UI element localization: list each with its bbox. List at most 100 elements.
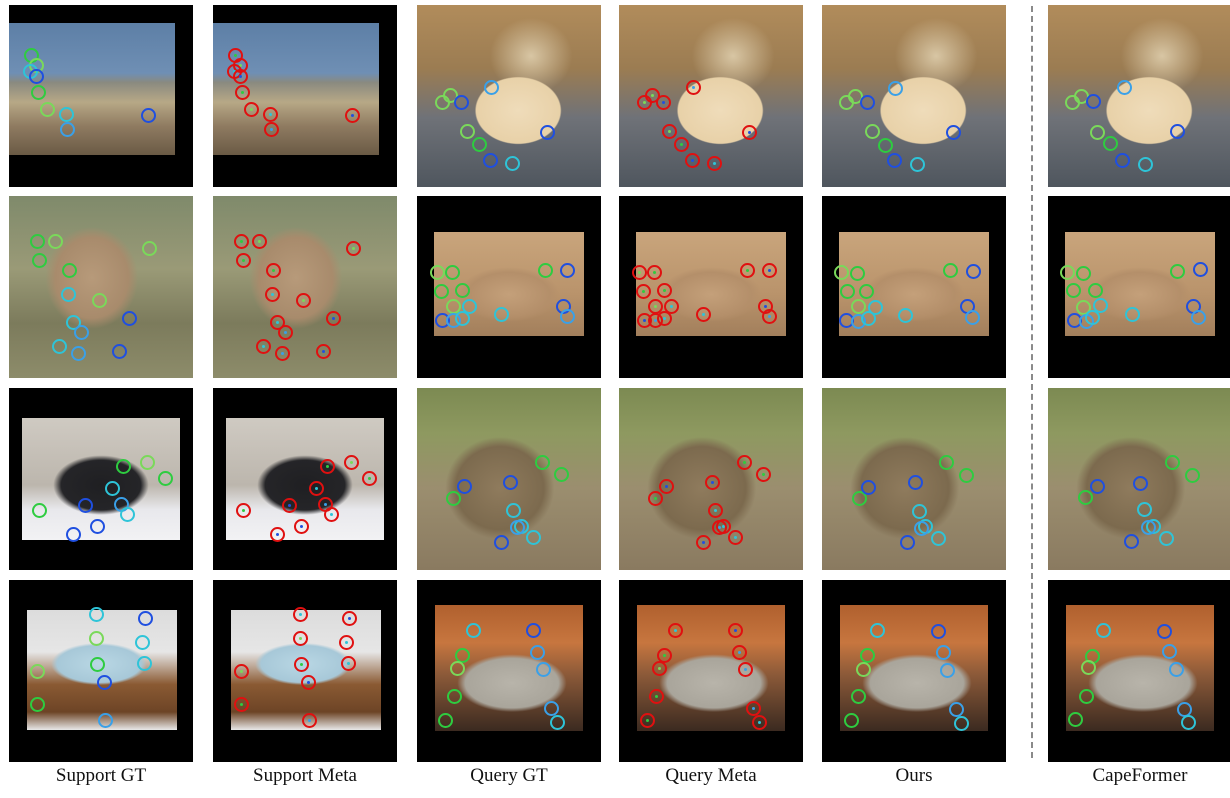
keypoint-center-dot xyxy=(326,465,329,468)
keypoint-center-dot xyxy=(352,247,355,250)
keypoint-marker xyxy=(738,662,753,677)
keypoint-marker xyxy=(62,263,77,278)
keypoint-marker xyxy=(316,344,331,359)
keypoint-marker xyxy=(1170,264,1185,279)
panel-query-meta-row-1 xyxy=(619,5,803,187)
keypoint-marker xyxy=(294,519,309,534)
caption-query-gt: Query GT xyxy=(470,765,548,786)
keypoint-marker xyxy=(1141,520,1156,535)
keypoint-marker xyxy=(632,265,647,280)
keypoint-center-dot xyxy=(680,143,683,146)
keypoint-center-dot xyxy=(368,477,371,480)
keypoint-center-dot xyxy=(348,617,351,620)
keypoint-center-dot xyxy=(643,101,646,104)
keypoint-marker xyxy=(659,479,674,494)
keypoint-center-dot xyxy=(744,668,747,671)
keypoint-marker xyxy=(264,122,279,137)
keypoint-marker xyxy=(540,125,555,140)
keypoint-marker xyxy=(560,263,575,278)
panel-query-meta-row-4 xyxy=(619,580,803,762)
keypoint-marker xyxy=(850,266,865,281)
keypoint-marker xyxy=(344,455,359,470)
panel-support-meta-row-1 xyxy=(213,5,397,187)
keypoint-marker xyxy=(860,95,875,110)
keypoint-center-dot xyxy=(642,290,645,293)
keypoint-center-dot xyxy=(258,240,261,243)
keypoint-center-dot xyxy=(768,315,771,318)
keypoint-center-dot xyxy=(643,319,646,322)
keypoint-marker xyxy=(728,623,743,638)
panel-query-gt-row-2 xyxy=(417,196,601,378)
keypoint-marker xyxy=(1096,623,1111,638)
keypoint-marker xyxy=(1060,265,1075,280)
keypoint-marker xyxy=(92,293,107,308)
panel-capeformer-row-3 xyxy=(1048,388,1230,570)
keypoint-marker xyxy=(1088,283,1103,298)
keypoint-marker xyxy=(860,648,875,663)
keypoint-marker xyxy=(30,234,45,249)
caption-query-meta: Query Meta xyxy=(665,765,757,786)
panel-query-gt-row-1 xyxy=(417,5,601,187)
keypoint-marker xyxy=(66,527,81,542)
keypoint-marker xyxy=(97,675,112,690)
keypoint-marker xyxy=(235,85,250,100)
keypoint-marker xyxy=(1125,307,1140,322)
keypoint-center-dot xyxy=(663,289,666,292)
keypoint-marker xyxy=(931,624,946,639)
keypoint-marker xyxy=(931,531,946,546)
keypoint-marker xyxy=(293,607,308,622)
keypoint-marker xyxy=(263,107,278,122)
keypoint-marker xyxy=(472,137,487,152)
keypoint-center-dot xyxy=(764,305,767,308)
keypoint-center-dot xyxy=(351,114,354,117)
keypoint-marker xyxy=(234,697,249,712)
keypoint-marker xyxy=(668,623,683,638)
keypoint-center-dot xyxy=(299,613,302,616)
keypoint-marker xyxy=(554,467,569,482)
keypoint-marker xyxy=(954,716,969,731)
keypoint-center-dot xyxy=(702,313,705,316)
keypoint-marker xyxy=(865,124,880,139)
keypoint-marker xyxy=(122,311,137,326)
keypoint-marker xyxy=(898,308,913,323)
keypoint-center-dot xyxy=(654,319,657,322)
keypoint-marker xyxy=(270,315,285,330)
keypoint-marker xyxy=(1133,476,1148,491)
keypoint-center-dot xyxy=(276,321,279,324)
panel-ours-row-4 xyxy=(822,580,1006,762)
panel-support-meta-row-2 xyxy=(213,196,397,378)
keypoint-marker xyxy=(707,156,722,171)
keypoint-marker xyxy=(342,611,357,626)
keypoint-marker xyxy=(61,287,76,302)
keypoint-marker xyxy=(550,715,565,730)
keypoint-marker xyxy=(914,521,929,536)
keypoint-marker xyxy=(234,234,249,249)
panel-query-meta-row-2 xyxy=(619,196,803,378)
keypoint-center-dot xyxy=(241,91,244,94)
keypoint-center-dot xyxy=(738,651,741,654)
keypoint-marker xyxy=(1157,624,1172,639)
keypoint-marker xyxy=(505,156,520,171)
keypoint-center-dot xyxy=(734,536,737,539)
keypoint-marker xyxy=(120,507,135,522)
keypoint-marker xyxy=(728,530,743,545)
keypoint-marker xyxy=(1159,531,1174,546)
keypoint-marker xyxy=(686,80,701,95)
keypoint-marker xyxy=(752,715,767,730)
keypoint-marker xyxy=(116,459,131,474)
keypoint-marker xyxy=(341,656,356,671)
keypoint-center-dot xyxy=(270,128,273,131)
keypoint-marker xyxy=(530,645,545,660)
keypoint-marker xyxy=(494,535,509,550)
keypoint-marker xyxy=(1181,715,1196,730)
keypoint-marker xyxy=(1103,136,1118,151)
keypoint-marker xyxy=(309,481,324,496)
keypoint-marker xyxy=(142,241,157,256)
keypoint-marker xyxy=(1078,490,1093,505)
keypoint-center-dot xyxy=(307,681,310,684)
keypoint-marker xyxy=(457,479,472,494)
keypoint-marker xyxy=(74,325,89,340)
keypoint-marker xyxy=(236,253,251,268)
keypoint-marker xyxy=(265,287,280,302)
keypoint-marker xyxy=(90,657,105,672)
